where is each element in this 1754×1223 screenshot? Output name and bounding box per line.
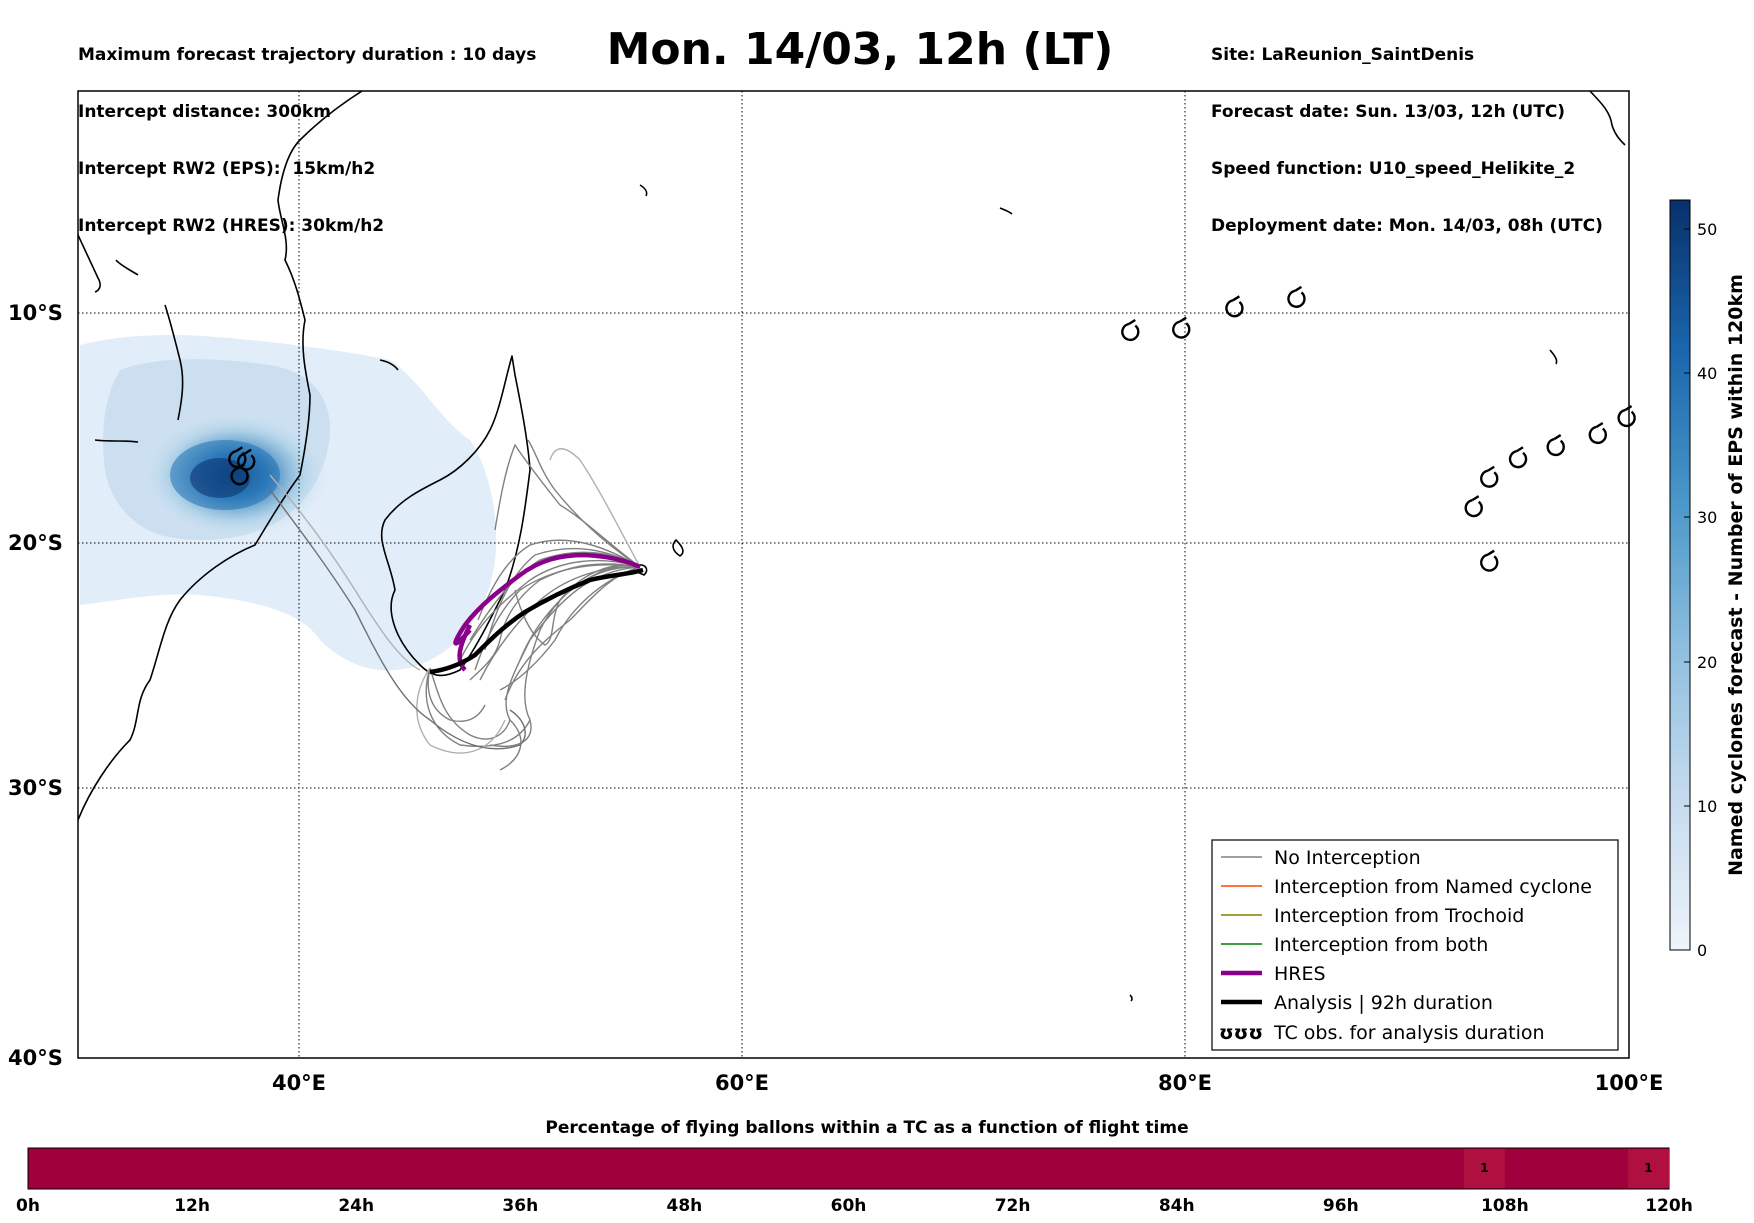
- tc-obs-symbol: [1225, 295, 1244, 318]
- lat-label-30s: 30°S: [8, 776, 63, 800]
- timeline-tick-label: 84h: [1159, 1196, 1195, 1216]
- colorbar: 0 10 20 30 40 50 Named cyclones forecast…: [1669, 199, 1747, 960]
- timeline-value-label: 1: [1480, 1161, 1488, 1175]
- timeline-tick-label: 72h: [995, 1196, 1031, 1216]
- legend-label: HRES: [1274, 963, 1326, 985]
- legend-label: Interception from both: [1274, 934, 1488, 956]
- graticule: [78, 91, 1629, 1058]
- tc-obs-symbol: [230, 463, 249, 486]
- colorbar-tick-30: 30: [1697, 508, 1717, 527]
- timeline-tick-label: 24h: [338, 1196, 374, 1216]
- tc-obs-symbol: [1546, 434, 1565, 457]
- lon-label-80e: 80°E: [1158, 1071, 1212, 1095]
- header-left-line: Intercept RW2 (EPS): 15km/h2: [78, 159, 376, 179]
- timeline-tick-label: 96h: [1323, 1196, 1359, 1216]
- colorbar-tick-10: 10: [1697, 797, 1717, 816]
- tc-obs-symbol: [1617, 405, 1636, 428]
- timeline-tick-label: 60h: [831, 1196, 867, 1216]
- long-trajectory: [269, 489, 526, 750]
- flight-time-timeline: Percentage of flying ballons within a TC…: [16, 1118, 1693, 1216]
- analysis-trajectory: [429, 567, 644, 675]
- header-right-line: Deployment date: Mon. 14/03, 08h (UTC): [1211, 216, 1603, 236]
- legend: No Interception Interception from Named …: [1211, 839, 1619, 1051]
- timeline-tick-label: 120h: [1645, 1196, 1693, 1216]
- map-panel: [78, 91, 1629, 1058]
- timeline-value-label: 1: [1644, 1161, 1652, 1175]
- cyclone-density-field: [80, 335, 497, 671]
- timeline-tick-label: 108h: [1481, 1196, 1529, 1216]
- colorbar-tick-40: 40: [1697, 364, 1717, 383]
- colorbar-tick-20: 20: [1697, 653, 1717, 672]
- header-left-line: Maximum forecast trajectory duration : 1…: [78, 45, 537, 65]
- legend-label: TC obs. for analysis duration: [1273, 1022, 1545, 1044]
- legend-box: [1211, 839, 1619, 1051]
- header-right-info: Site: LaReunion_SaintDenis Forecast date…: [1211, 8, 1603, 255]
- timeline-bar: [27, 1147, 1670, 1190]
- tc-observations: [228, 285, 1636, 572]
- tc-obs-symbol: [1287, 285, 1306, 308]
- legend-label: Interception from Named cyclone: [1274, 876, 1592, 898]
- tc-obs-symbol: [1588, 421, 1607, 444]
- map-frame: [77, 90, 1630, 1059]
- colorbar-gradient: [1669, 199, 1691, 951]
- tc-obs-symbol: [1480, 549, 1499, 572]
- timeline-tick-label: 0h: [16, 1196, 40, 1216]
- header-right-line: Forecast date: Sun. 13/03, 12h (UTC): [1211, 102, 1566, 122]
- legend-label: No Interception: [1274, 847, 1421, 869]
- hres-trajectory: [453, 552, 641, 672]
- timeline-value-cell: [1463, 1149, 1505, 1188]
- map-title: Mon. 14/03, 12h (LT): [606, 24, 1114, 75]
- ensemble-trajectories-light: [269, 448, 641, 754]
- header-right-line: Site: LaReunion_SaintDenis: [1211, 45, 1475, 65]
- header-left-line: Intercept RW2 (HRES): 30km/h2: [78, 216, 385, 236]
- legend-label: Analysis | 92h duration: [1274, 992, 1493, 1014]
- colorbar-tick-50: 50: [1697, 220, 1717, 239]
- tc-obs-symbol: [1172, 316, 1191, 339]
- lat-label-10s: 10°S: [8, 301, 63, 325]
- coastlines: [78, 91, 1626, 1002]
- tc-obs-symbol: [1464, 495, 1483, 518]
- timeline-value-cell: [1627, 1149, 1669, 1188]
- tc-obs-symbol: [237, 448, 256, 471]
- lat-label-40s: 40°S: [8, 1046, 63, 1070]
- tc-obs-symbol: [1508, 446, 1528, 469]
- timeline-tick-label: 48h: [667, 1196, 703, 1216]
- lat-label-20s: 20°S: [8, 531, 63, 555]
- colorbar-ticks: [1684, 228, 1690, 951]
- lon-label-40e: 40°E: [272, 1071, 326, 1095]
- legend-symbol-tc-obs: ʊʊʊ: [1219, 1022, 1263, 1044]
- lon-label-100e: 100°E: [1595, 1071, 1664, 1095]
- colorbar-label: Named cyclones forecast - Number of EPS …: [1725, 274, 1747, 876]
- colorbar-tick-0: 0: [1697, 941, 1707, 960]
- timeline-title: Percentage of flying ballons within a TC…: [545, 1118, 1188, 1138]
- tc-obs-symbol: [228, 446, 247, 469]
- legend-label: Interception from Trochoid: [1274, 905, 1524, 927]
- lon-label-60e: 60°E: [715, 1071, 769, 1095]
- timeline-ticks: 0h 12h 24h 36h 48h 60h 72h 84h 96h 108h 120h: [16, 1196, 1693, 1216]
- header-right-line: Speed function: U10_speed_Helikite_2: [1211, 159, 1576, 179]
- timeline-tick-label: 12h: [174, 1196, 210, 1216]
- timeline-tick-label: 36h: [502, 1196, 538, 1216]
- tc-obs-symbol: [1480, 465, 1499, 488]
- tc-obs-symbol: [1121, 318, 1140, 342]
